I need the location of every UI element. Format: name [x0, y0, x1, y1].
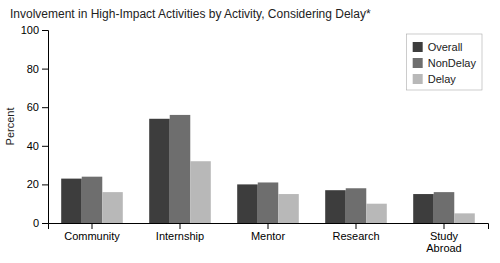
legend-label: Delay [428, 73, 457, 85]
x-tick-label: Internship [156, 230, 204, 242]
y-tick: 100 [21, 24, 48, 36]
bar [237, 184, 258, 223]
x-tick-label-line: Study [430, 230, 459, 242]
x-tick-mark [180, 223, 181, 229]
y-tick-label: 20 [27, 178, 39, 190]
y-tick-label: 40 [27, 140, 39, 152]
legend-item: Overall [413, 41, 463, 53]
bar [82, 177, 103, 223]
y-tick: 80 [27, 63, 48, 75]
x-tick: Community [64, 223, 120, 242]
bar-series [61, 119, 434, 223]
x-tick: Internship [156, 223, 204, 242]
chart: 0 20 40 60 80 100 Community Internship Mentor Res… [0, 0, 500, 263]
bars [61, 115, 475, 223]
x-tick-label: Mentor [251, 230, 286, 242]
y-tick-label: 0 [33, 217, 39, 229]
legend-item: NonDelay [413, 57, 477, 69]
legend-box [407, 34, 482, 90]
legend-item: Delay [413, 73, 457, 85]
y-axis-line [42, 31, 49, 224]
bar-series [102, 161, 475, 223]
legend: Overall NonDelay Delay [407, 34, 482, 90]
y-tick-mark [42, 223, 48, 224]
x-tick: Mentor [251, 223, 286, 242]
y-tick-mark [42, 146, 48, 147]
bar [102, 192, 123, 223]
x-tick: StudyAbroad [426, 223, 461, 254]
x-tick-mark [268, 223, 269, 229]
bar [149, 119, 170, 223]
bar [413, 194, 434, 223]
y-tick-label: 80 [27, 63, 39, 75]
bar [170, 115, 191, 223]
y-tick-label: 60 [27, 101, 39, 113]
x-tick-label: Research [332, 230, 379, 242]
bar [325, 190, 346, 223]
bar [346, 188, 367, 223]
x-tick-mark [92, 223, 93, 229]
x-axis-line [49, 224, 489, 230]
y-tick-mark [42, 69, 48, 70]
legend-swatch [413, 58, 423, 68]
title: Involvement in High-Impact Activities by… [10, 7, 371, 21]
legend-label: NonDelay [428, 57, 477, 69]
legend-swatch [413, 42, 423, 52]
x-tick-mark [356, 223, 357, 229]
bar [454, 213, 475, 223]
bar [258, 182, 279, 223]
y-axis: 0 20 40 60 80 100 [21, 24, 49, 229]
bar [366, 204, 387, 223]
x-tick: Research [332, 223, 379, 242]
legend-label: Overall [428, 41, 463, 53]
y-tick: 60 [27, 101, 48, 113]
bar [434, 192, 455, 223]
y-tick-mark [42, 107, 48, 108]
y-tick: 0 [33, 217, 48, 229]
x-tick-mark [444, 223, 445, 229]
bar [61, 179, 82, 223]
x-axis: Community Internship Mentor Research StudyAb… [49, 223, 489, 254]
y-tick-mark [42, 30, 48, 31]
bar [278, 194, 299, 223]
x-tick-label-line: Abroad [426, 242, 461, 254]
y-tick: 20 [27, 178, 48, 190]
bar-series [82, 115, 455, 223]
y-tick: 40 [27, 140, 48, 152]
y-tick-label: 100 [21, 24, 39, 36]
y-tick-mark [42, 184, 48, 185]
x-tick-label: StudyAbroad [426, 230, 461, 254]
bar [190, 161, 211, 223]
plot: 0 20 40 60 80 100 Community Internship Mentor Res… [21, 24, 489, 254]
y-axis-title: Percent [4, 108, 16, 146]
x-tick-label: Community [64, 230, 120, 242]
legend-swatch [413, 74, 423, 84]
